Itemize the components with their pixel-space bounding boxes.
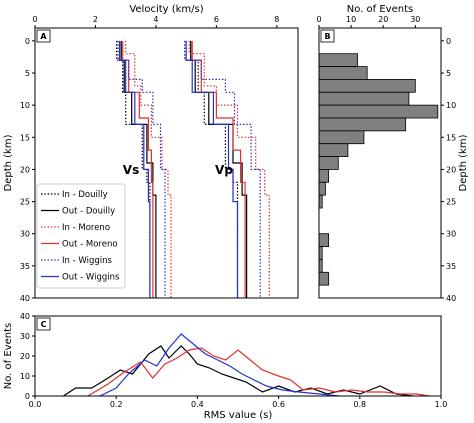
y-tick-label: 10 (20, 101, 30, 110)
panel-a-frame (34, 27, 299, 299)
y-tick-label: 30 (20, 230, 30, 239)
histogram-bar-11 (318, 181, 326, 196)
x-axis-title: No. of Events (347, 4, 413, 15)
y-tick-label: 40 (446, 294, 456, 303)
velocity-line-vp-4 (184, 40, 261, 298)
histogram-bar-5 (318, 104, 439, 119)
y-tick-label: 10 (446, 101, 456, 110)
legend-label: Out - Wiggins (62, 273, 120, 283)
histogram-bar-7 (318, 130, 365, 145)
y-tick-label: 30 (446, 230, 456, 239)
y-tick-label: 35 (446, 262, 456, 271)
x-tick-label: 0 (316, 15, 321, 24)
y-tick-label: 25 (446, 198, 456, 207)
velocity-line-vs-5 (119, 40, 151, 298)
legend-label: Out - Douilly (62, 207, 115, 217)
panel-letter: C (41, 320, 47, 329)
panel-letter-box (36, 317, 51, 331)
y-axis-title: Depth (km) (458, 134, 469, 191)
histogram-bar-15 (318, 233, 330, 247)
velocity-line-vs-2 (125, 40, 172, 298)
y-tick-label: 35 (20, 262, 30, 271)
y-tick-label: 25 (20, 198, 30, 207)
y-tick-label: 0 (25, 37, 30, 46)
y-tick-label: 15 (446, 133, 456, 142)
legend-label: In - Moreno (62, 223, 110, 233)
histogram-bar-3 (318, 79, 416, 93)
x-tick-label: 2 (93, 15, 98, 24)
x-tick-label: 20 (378, 15, 388, 24)
panel-letter: B (324, 32, 330, 41)
panel-c: 0.0 0.2 0.4 0.6 0.8 1.0 RMS value (s) 0 10 20 30 40… (3, 312, 447, 421)
histogram-bar-18 (318, 271, 330, 286)
x-tick-label: 1.0 (435, 400, 448, 409)
y-tick-label: 15 (20, 133, 30, 142)
y-tick-label: 20 (20, 165, 30, 174)
rms-line-2 (99, 333, 340, 397)
y-tick-label: 20 (20, 352, 30, 361)
histogram-bar-8 (318, 143, 349, 157)
panel-c-frame (34, 315, 442, 397)
legend-label: In - Wiggins (62, 256, 112, 266)
velocity-line-vs-3 (122, 40, 154, 298)
y-tick-label: 40 (20, 294, 30, 303)
histogram-bar-9 (318, 156, 339, 170)
velocity-line-vp-2 (188, 40, 270, 298)
x-axis-title: RMS value (s) (204, 410, 273, 421)
panel-letter-box (36, 29, 51, 43)
x-tick-label: 0.6 (272, 400, 285, 409)
y-tick-label: 5 (446, 69, 451, 78)
x-tick-label: 4 (153, 15, 158, 24)
panel-b-frame (318, 27, 442, 299)
y-axis-title: Depth (km) (3, 134, 14, 191)
panel-a: 0 2 4 6 8 Velocity (km/s) 0 5 10 15 20 25 30 35 40 Dept… (3, 4, 299, 303)
legend-label: In - Douilly (62, 190, 108, 200)
velocity-line-vs-4 (117, 40, 166, 298)
histogram-bar-6 (318, 117, 407, 132)
x-tick-label: 0.2 (110, 400, 123, 409)
annotation-vp: Vp (215, 163, 233, 177)
velocity-line-vp-5 (185, 40, 239, 298)
x-tick-label: 0.8 (353, 400, 366, 409)
x-tick-label: 6 (214, 15, 219, 24)
x-tick-label: 0 (32, 15, 37, 24)
x-tick-label: 0.0 (29, 400, 42, 409)
y-tick-label: 40 (20, 312, 30, 321)
annotation-vs: Vs (123, 163, 139, 177)
rms-line-0 (63, 345, 413, 397)
histogram-bar-4 (318, 91, 410, 106)
y-tick-label: 0 (25, 392, 30, 401)
rms-line-1 (87, 347, 429, 397)
y-tick-label: 20 (446, 165, 456, 174)
y-tick-label: 30 (20, 332, 30, 341)
histogram-bar-10 (318, 169, 330, 183)
histogram-bar-1 (318, 53, 358, 67)
y-tick-label: 10 (20, 372, 30, 381)
x-tick-label: 10 (346, 15, 356, 24)
x-axis-title: Velocity (km/s) (129, 4, 203, 15)
y-axis-title: No. of Events (3, 323, 14, 389)
legend-label: Out - Moreno (62, 240, 118, 250)
x-tick-label: 30 (410, 15, 420, 24)
panel-letter-box (320, 29, 335, 43)
y-tick-label: 5 (25, 69, 30, 78)
y-tick-label: 0 (446, 37, 451, 46)
histogram-bar-2 (318, 66, 368, 80)
panel-letter: A (40, 32, 47, 41)
x-tick-label: 8 (274, 15, 279, 24)
x-tick-label: 0.4 (191, 400, 204, 409)
